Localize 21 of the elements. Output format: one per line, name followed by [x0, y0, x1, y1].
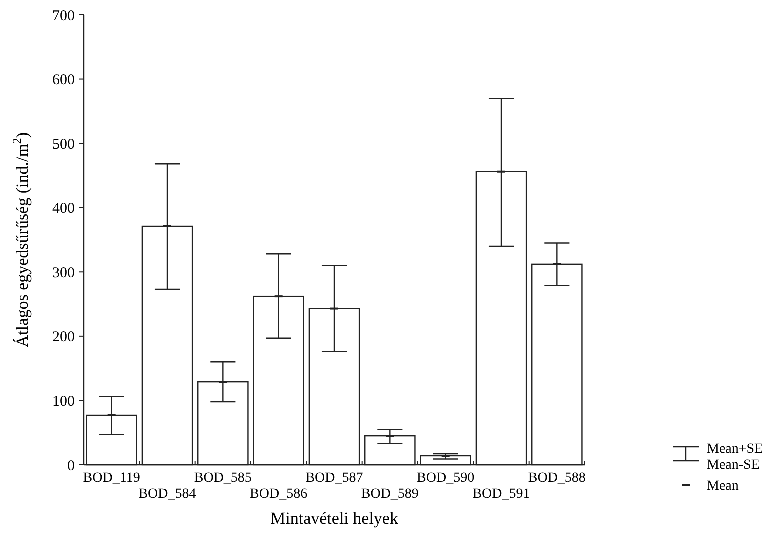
x-tick-label: BOD_588	[528, 470, 586, 486]
x-tick-label: BOD_589	[361, 486, 419, 502]
text: Mean+SE	[707, 442, 764, 457]
x-tick-label: BOD_587	[306, 470, 364, 486]
y-tick-label: 400	[52, 201, 75, 218]
y-tick-label: 100	[52, 394, 75, 410]
y-tick-label: 500	[52, 136, 75, 153]
x-tick-label: BOD_590	[417, 470, 475, 486]
x-tick-label: BOD_586	[250, 486, 308, 502]
x-tick-label: BOD_119	[83, 470, 140, 486]
y-tick-label: 600	[52, 72, 75, 89]
x-tick-label: BOD_584	[138, 486, 196, 502]
y-tick-label: 0	[68, 458, 75, 474]
x-tick-label: BOD_591	[472, 486, 530, 502]
text: Mean-SE	[707, 458, 760, 473]
y-tick-label: 700	[52, 8, 75, 24]
y-tick-label: 300	[52, 265, 75, 282]
y-tick-label: 200	[52, 330, 75, 346]
text: Mean	[707, 479, 739, 494]
x-axis-title: Mintavételi helyek	[270, 509, 399, 528]
x-tick-label: BOD_585	[194, 470, 252, 486]
